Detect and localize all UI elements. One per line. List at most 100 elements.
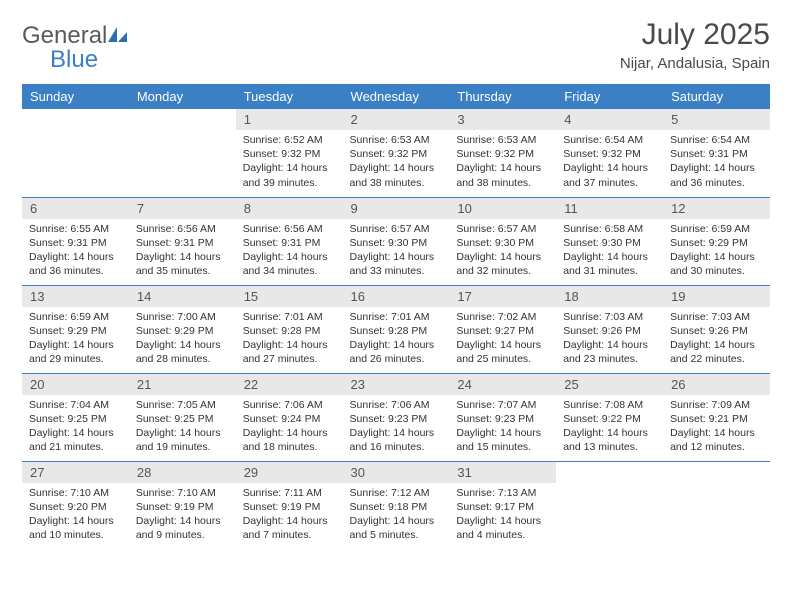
- daylight-text: Daylight: 14 hours and 19 minutes.: [136, 426, 229, 454]
- day-body: Sunrise: 6:54 AMSunset: 9:31 PMDaylight:…: [663, 130, 770, 196]
- calendar-cell: 20Sunrise: 7:04 AMSunset: 9:25 PMDayligh…: [22, 373, 129, 461]
- sunrise-text: Sunrise: 7:10 AM: [136, 486, 229, 500]
- sunrise-text: Sunrise: 7:12 AM: [350, 486, 443, 500]
- daylight-text: Daylight: 14 hours and 22 minutes.: [670, 338, 763, 366]
- calendar-cell: 13Sunrise: 6:59 AMSunset: 9:29 PMDayligh…: [22, 285, 129, 373]
- sunrise-text: Sunrise: 7:06 AM: [243, 398, 336, 412]
- calendar-cell: 10Sunrise: 6:57 AMSunset: 9:30 PMDayligh…: [449, 197, 556, 285]
- calendar-cell: [22, 109, 129, 197]
- day-number: 8: [236, 198, 343, 219]
- day-body: Sunrise: 6:54 AMSunset: 9:32 PMDaylight:…: [556, 130, 663, 196]
- calendar-cell: 28Sunrise: 7:10 AMSunset: 9:19 PMDayligh…: [129, 461, 236, 549]
- day-number: 12: [663, 198, 770, 219]
- calendar-cell: 25Sunrise: 7:08 AMSunset: 9:22 PMDayligh…: [556, 373, 663, 461]
- day-number: 10: [449, 198, 556, 219]
- sunrise-text: Sunrise: 7:01 AM: [243, 310, 336, 324]
- sunset-text: Sunset: 9:29 PM: [29, 324, 122, 338]
- calendar-cell: 5Sunrise: 6:54 AMSunset: 9:31 PMDaylight…: [663, 109, 770, 197]
- sunrise-text: Sunrise: 7:06 AM: [350, 398, 443, 412]
- sunset-text: Sunset: 9:26 PM: [670, 324, 763, 338]
- weekday-header: Sunday: [22, 84, 129, 109]
- sunrise-text: Sunrise: 6:59 AM: [29, 310, 122, 324]
- daylight-text: Daylight: 14 hours and 33 minutes.: [350, 250, 443, 278]
- calendar-cell: 29Sunrise: 7:11 AMSunset: 9:19 PMDayligh…: [236, 461, 343, 549]
- daylight-text: Daylight: 14 hours and 12 minutes.: [670, 426, 763, 454]
- sunset-text: Sunset: 9:29 PM: [136, 324, 229, 338]
- daylight-text: Daylight: 14 hours and 4 minutes.: [456, 514, 549, 542]
- sunset-text: Sunset: 9:18 PM: [350, 500, 443, 514]
- daylight-text: Daylight: 14 hours and 36 minutes.: [670, 161, 763, 189]
- sunset-text: Sunset: 9:22 PM: [563, 412, 656, 426]
- weekday-header: Saturday: [663, 84, 770, 109]
- day-number: 29: [236, 462, 343, 483]
- day-number: 7: [129, 198, 236, 219]
- calendar-cell: 24Sunrise: 7:07 AMSunset: 9:23 PMDayligh…: [449, 373, 556, 461]
- sunset-text: Sunset: 9:31 PM: [243, 236, 336, 250]
- brand-logo: General Blue: [22, 18, 129, 72]
- calendar-cell: 17Sunrise: 7:02 AMSunset: 9:27 PMDayligh…: [449, 285, 556, 373]
- sunrise-text: Sunrise: 6:56 AM: [136, 222, 229, 236]
- day-body: Sunrise: 7:01 AMSunset: 9:28 PMDaylight:…: [343, 307, 450, 373]
- calendar-cell: 26Sunrise: 7:09 AMSunset: 9:21 PMDayligh…: [663, 373, 770, 461]
- calendar-week-row: 6Sunrise: 6:55 AMSunset: 9:31 PMDaylight…: [22, 197, 770, 285]
- sunset-text: Sunset: 9:30 PM: [456, 236, 549, 250]
- sunset-text: Sunset: 9:17 PM: [456, 500, 549, 514]
- sunrise-text: Sunrise: 7:05 AM: [136, 398, 229, 412]
- calendar-cell: 9Sunrise: 6:57 AMSunset: 9:30 PMDaylight…: [343, 197, 450, 285]
- sunset-text: Sunset: 9:23 PM: [456, 412, 549, 426]
- weekday-header: Tuesday: [236, 84, 343, 109]
- sunset-text: Sunset: 9:19 PM: [243, 500, 336, 514]
- sunrise-text: Sunrise: 7:04 AM: [29, 398, 122, 412]
- day-number: 22: [236, 374, 343, 395]
- daylight-text: Daylight: 14 hours and 10 minutes.: [29, 514, 122, 542]
- sunrise-text: Sunrise: 7:07 AM: [456, 398, 549, 412]
- calendar-cell: 15Sunrise: 7:01 AMSunset: 9:28 PMDayligh…: [236, 285, 343, 373]
- daylight-text: Daylight: 14 hours and 5 minutes.: [350, 514, 443, 542]
- sunset-text: Sunset: 9:28 PM: [350, 324, 443, 338]
- day-number: 25: [556, 374, 663, 395]
- daylight-text: Daylight: 14 hours and 38 minutes.: [350, 161, 443, 189]
- daylight-text: Daylight: 14 hours and 39 minutes.: [243, 161, 336, 189]
- sunrise-text: Sunrise: 6:55 AM: [29, 222, 122, 236]
- day-number: 9: [343, 198, 450, 219]
- day-body: Sunrise: 6:52 AMSunset: 9:32 PMDaylight:…: [236, 130, 343, 196]
- daylight-text: Daylight: 14 hours and 16 minutes.: [350, 426, 443, 454]
- calendar-cell: [129, 109, 236, 197]
- sunset-text: Sunset: 9:19 PM: [136, 500, 229, 514]
- daylight-text: Daylight: 14 hours and 28 minutes.: [136, 338, 229, 366]
- day-body: Sunrise: 7:04 AMSunset: 9:25 PMDaylight:…: [22, 395, 129, 461]
- sunrise-text: Sunrise: 6:57 AM: [456, 222, 549, 236]
- day-body: Sunrise: 7:11 AMSunset: 9:19 PMDaylight:…: [236, 483, 343, 549]
- day-number: 23: [343, 374, 450, 395]
- calendar-cell: 16Sunrise: 7:01 AMSunset: 9:28 PMDayligh…: [343, 285, 450, 373]
- day-body: Sunrise: 7:07 AMSunset: 9:23 PMDaylight:…: [449, 395, 556, 461]
- day-number: 11: [556, 198, 663, 219]
- calendar-table: Sunday Monday Tuesday Wednesday Thursday…: [22, 84, 770, 549]
- daylight-text: Daylight: 14 hours and 34 minutes.: [243, 250, 336, 278]
- calendar-cell: 8Sunrise: 6:56 AMSunset: 9:31 PMDaylight…: [236, 197, 343, 285]
- day-number: 17: [449, 286, 556, 307]
- day-body: Sunrise: 6:59 AMSunset: 9:29 PMDaylight:…: [663, 219, 770, 285]
- calendar-cell: 19Sunrise: 7:03 AMSunset: 9:26 PMDayligh…: [663, 285, 770, 373]
- calendar-cell: 30Sunrise: 7:12 AMSunset: 9:18 PMDayligh…: [343, 461, 450, 549]
- day-number: 28: [129, 462, 236, 483]
- daylight-text: Daylight: 14 hours and 35 minutes.: [136, 250, 229, 278]
- daylight-text: Daylight: 14 hours and 21 minutes.: [29, 426, 122, 454]
- calendar-cell: [663, 461, 770, 549]
- calendar-cell: 18Sunrise: 7:03 AMSunset: 9:26 PMDayligh…: [556, 285, 663, 373]
- sunrise-text: Sunrise: 7:01 AM: [350, 310, 443, 324]
- calendar-week-row: 20Sunrise: 7:04 AMSunset: 9:25 PMDayligh…: [22, 373, 770, 461]
- day-number: 21: [129, 374, 236, 395]
- sunrise-text: Sunrise: 7:11 AM: [243, 486, 336, 500]
- day-body: Sunrise: 6:59 AMSunset: 9:29 PMDaylight:…: [22, 307, 129, 373]
- daylight-text: Daylight: 14 hours and 27 minutes.: [243, 338, 336, 366]
- day-number: 27: [22, 462, 129, 483]
- month-title: July 2025: [620, 18, 770, 51]
- daylight-text: Daylight: 14 hours and 30 minutes.: [670, 250, 763, 278]
- day-number: 3: [449, 109, 556, 130]
- brand-name-a: General: [22, 22, 107, 49]
- sunrise-text: Sunrise: 7:00 AM: [136, 310, 229, 324]
- location: Nijar, Andalusia, Spain: [620, 55, 770, 72]
- calendar-cell: 1Sunrise: 6:52 AMSunset: 9:32 PMDaylight…: [236, 109, 343, 197]
- day-body: Sunrise: 7:08 AMSunset: 9:22 PMDaylight:…: [556, 395, 663, 461]
